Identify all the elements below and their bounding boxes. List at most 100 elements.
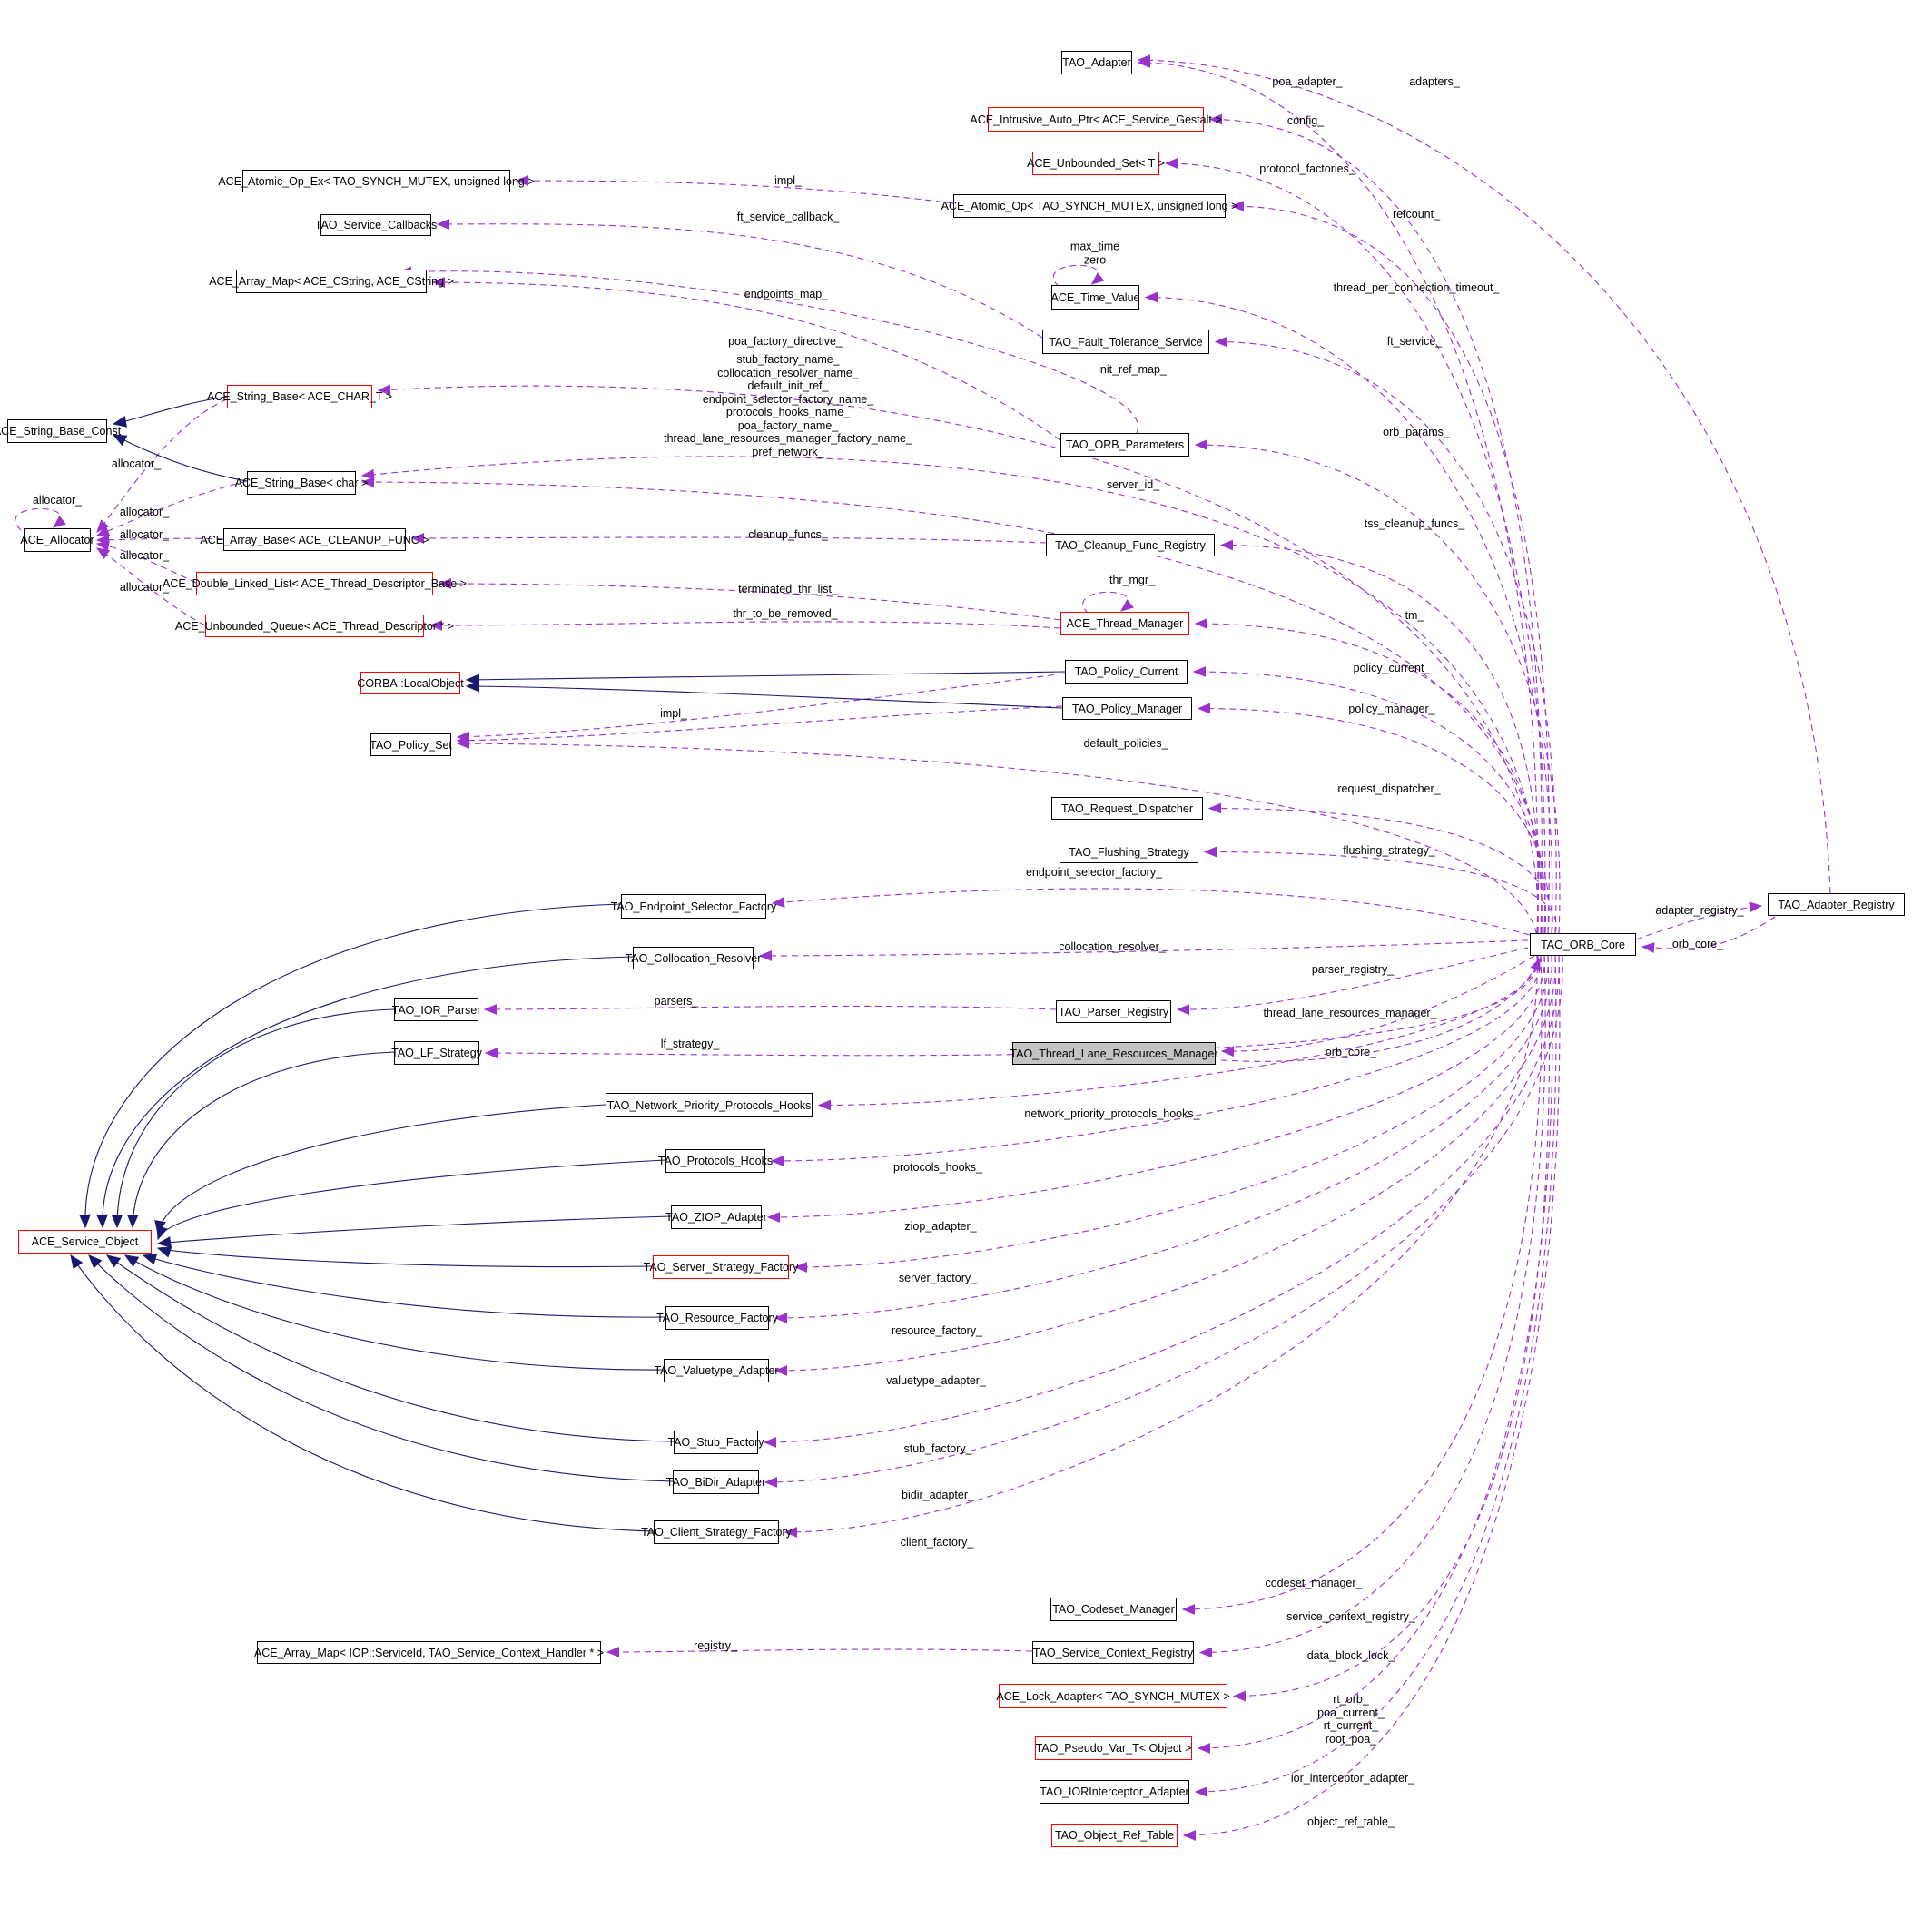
class-node-endpoint_selector[interactable]: TAO_Endpoint_Selector_Factory (611, 894, 776, 919)
edge-label-valuetype_adapter: valuetype_adapter_ (886, 1373, 986, 1387)
edge-alloc4 (95, 540, 197, 584)
class-node-svc_callbacks[interactable]: TAO_Service_Callbacks (315, 214, 437, 236)
class-node-orb_core[interactable]: TAO_ORB_Core (1530, 933, 1636, 956)
edge-label-stub_factory_e: stub_factory_ (903, 1441, 972, 1455)
edge-label-adapters: adapters_ (1409, 74, 1460, 88)
edge-label-cleanup_funcs: cleanup_funcs_ (748, 527, 828, 541)
class-node-dll[interactable]: ACE_Double_Linked_List< ACE_Thread_Descr… (163, 572, 467, 595)
class-node-svc_object[interactable]: ACE_Service_Object (18, 1230, 152, 1254)
class-node-bidir[interactable]: TAO_BiDir_Adapter (666, 1470, 765, 1494)
edge-label-server_factory: server_factory_ (898, 1271, 978, 1284)
class-node-svc_context_registry[interactable]: TAO_Service_Context_Registry (1032, 1641, 1194, 1664)
edge-label-thread_lane_resources_manager: thread_lane_resources_manager_ (1263, 1006, 1437, 1019)
class-node-request_dispatcher[interactable]: TAO_Request_Dispatcher (1051, 797, 1203, 820)
edge-alloc5 (95, 547, 206, 626)
edge-inh_csf (70, 1254, 655, 1532)
class-node-intrusive[interactable]: ACE_Intrusive_Auto_Ptr< ACE_Service_Gest… (970, 107, 1222, 132)
edge-label-orb_core_left: orb_core_ (1325, 1045, 1377, 1058)
edge-poa_adapter (1137, 57, 1539, 934)
class-node-flushing_strategy[interactable]: TAO_Flushing_Strategy (1060, 841, 1198, 863)
edge-policy_manager_e (1197, 703, 1550, 934)
class-node-stub_factory[interactable]: TAO_Stub_Factory (667, 1431, 764, 1454)
class-node-allocator[interactable]: ACE_Allocator (20, 528, 94, 552)
class-node-parser_registry[interactable]: TAO_Parser_Registry (1056, 1000, 1171, 1023)
edge-thr_mgr_self (1082, 591, 1134, 615)
class-node-server_strategy[interactable]: TAO_Server_Strategy_Factory (644, 1255, 798, 1279)
class-node-cleanup_registry[interactable]: TAO_Cleanup_Func_Registry (1046, 534, 1215, 556)
edge-label-alloc5: allocator_ (119, 580, 170, 594)
edge-label-resource_factory_e: resource_factory_ (891, 1323, 983, 1337)
class-node-ior_interceptor[interactable]: TAO_IORInterceptor_Adapter (1040, 1780, 1189, 1804)
edge-default_policies (456, 738, 1539, 957)
edge-label-ft_service_callback: ft_service_callback_ (736, 210, 840, 223)
edge-inh_bidir (88, 1254, 674, 1482)
class-node-fault_tolerance[interactable]: TAO_Fault_Tolerance_Service (1042, 330, 1209, 354)
edge-ft_service_callback (436, 218, 1043, 339)
class-node-ziop[interactable]: TAO_ZIOP_Adapter (665, 1205, 767, 1229)
class-node-resource_factory[interactable]: TAO_Resource_Factory (656, 1306, 778, 1330)
edge-inh_rf (142, 1254, 666, 1318)
edge-label-default_policies: default_policies_ (1083, 736, 1168, 750)
edge-thread_lane_resources_manager (1220, 955, 1535, 1057)
class-node-policy_current[interactable]: TAO_Policy_Current (1065, 660, 1188, 684)
class-node-orb_params[interactable]: TAO_ORB_Parameters (1060, 433, 1189, 457)
edge-tss_cleanup_funcs (1219, 539, 1540, 934)
edge-protocol_factories (1164, 158, 1546, 934)
edge-label-thr_mgr_self: thr_mgr_ (1109, 573, 1156, 586)
class-node-atomic_op[interactable]: ACE_Atomic_Op< TAO_SYNCH_MUTEX, unsigned… (941, 194, 1237, 218)
class-node-valuetype[interactable]: TAO_Valuetype_Adapter (654, 1359, 779, 1382)
edge-label-policy_current_e: policy_current_ (1353, 661, 1431, 674)
class-node-adapter_registry[interactable]: TAO_Adapter_Registry (1768, 893, 1905, 916)
edge-label-data_block_lock: data_block_lock_ (1306, 1648, 1395, 1662)
edge-label-poa_factory_directive: poa_factory_directive_ (728, 334, 843, 348)
class-node-local_object[interactable]: CORBA::LocalObject (357, 672, 464, 694)
edge-adapters (1137, 54, 1831, 894)
class-node-codeset[interactable]: TAO_Codeset_Manager (1050, 1598, 1177, 1621)
class-node-tlrm: TAO_Thread_Lane_Resources_Manager (1010, 1042, 1218, 1065)
edge-label-bidir_adapter: bidir_adapter_ (902, 1488, 974, 1501)
class-node-array_map_iop[interactable]: ACE_Array_Map< IOP::ServiceId, TAO_Servi… (254, 1641, 604, 1664)
edge-label-rt_orb_group: rt_orb_ poa_current_ rt_current_ root_po… (1317, 1693, 1385, 1746)
class-node-npph[interactable]: TAO_Network_Priority_Protocols_Hooks (606, 1093, 813, 1117)
class-node-obj_ref_table[interactable]: TAO_Object_Ref_Table (1051, 1824, 1178, 1847)
edge-label-protocols_hooks_e: protocols_hooks_ (893, 1160, 982, 1174)
edge-server_factory (794, 955, 1549, 1273)
edge-label-request_dispatcher_e: request_dispatcher_ (1337, 782, 1441, 795)
class-node-policy_manager[interactable]: TAO_Policy_Manager (1062, 697, 1192, 720)
edge-label-ior_interceptor_adapter: ior_interceptor_adapter_ (1290, 1771, 1415, 1785)
edge-label-network_priority_protocols_hooks: network_priority_protocols_hooks_ (1024, 1107, 1200, 1120)
class-node-pseudo_var[interactable]: TAO_Pseudo_Var_T< Object > (1035, 1736, 1192, 1760)
edge-label-alloc3: allocator_ (119, 527, 170, 541)
edge-label-adapter_registry_e: adapter_registry_ (1655, 903, 1744, 917)
edge-label-endpoint_selector_factory: endpoint_selector_factory_ (1025, 865, 1163, 879)
edge-label-orb_core_right: orb_core_ (1671, 937, 1724, 950)
class-node-ubq[interactable]: ACE_Unbounded_Queue< ACE_Thread_Descript… (175, 615, 454, 637)
class-node-lf_strategy[interactable]: TAO_LF_Strategy (391, 1041, 482, 1065)
edge-label-thread_per_connection_timeout: thread_per_connection_timeout_ (1333, 280, 1500, 294)
edge-endpoints_map (431, 277, 1061, 441)
class-node-lock_adapter[interactable]: ACE_Lock_Adapter< TAO_SYNCH_MUTEX > (996, 1684, 1230, 1708)
class-node-protocols_hooks[interactable]: TAO_Protocols_Hooks (658, 1149, 773, 1173)
edge-collocation_resolver_e (758, 939, 1529, 961)
class-node-collocation_resolver[interactable]: TAO_Collocation_Resolver (626, 947, 761, 969)
class-node-unbounded_set[interactable]: ACE_Unbounded_Set< T > (1027, 152, 1165, 175)
edge-thread_per_connection_timeout (1144, 291, 1553, 934)
edge-valuetype_adapter (774, 955, 1556, 1376)
class-node-atomic_op_ex[interactable]: ACE_Atomic_Op_Ex< TAO_SYNCH_MUTEX, unsig… (218, 170, 535, 192)
class-node-thread_manager[interactable]: ACE_Thread_Manager (1060, 612, 1189, 635)
edge-label-server_id: server_id_ (1106, 477, 1160, 491)
edge-service_context_registry (1198, 955, 1546, 1658)
class-node-time_value[interactable]: ACE_Time_Value (1051, 285, 1139, 310)
edge-impl_policy2 (456, 673, 1066, 743)
class-node-string_base_char_t[interactable]: ACE_String_Base< ACE_CHAR_T > (207, 385, 392, 408)
edge-endpoint_selector_factory (771, 888, 1531, 936)
class-node-policy_set[interactable]: TAO_Policy_Set (370, 733, 452, 756)
class-node-ior_parser[interactable]: TAO_IOR_Parser (392, 998, 480, 1021)
edge-registry (606, 1647, 1033, 1657)
class-node-array_map_cstring[interactable]: ACE_Array_Map< ACE_CString, ACE_CString … (209, 270, 454, 293)
class-node-client_strategy[interactable]: TAO_Client_Strategy_Factory (641, 1520, 792, 1544)
class-node-string_base_const[interactable]: ACE_String_Base_Const (0, 419, 121, 443)
class-node-tao_adapter[interactable]: TAO_Adapter (1061, 51, 1132, 74)
class-node-array_base[interactable]: ACE_Array_Base< ACE_CLEANUP_FUNC > (200, 528, 429, 551)
class-node-string_base_char[interactable]: ACE_String_Base< char > (235, 471, 368, 495)
